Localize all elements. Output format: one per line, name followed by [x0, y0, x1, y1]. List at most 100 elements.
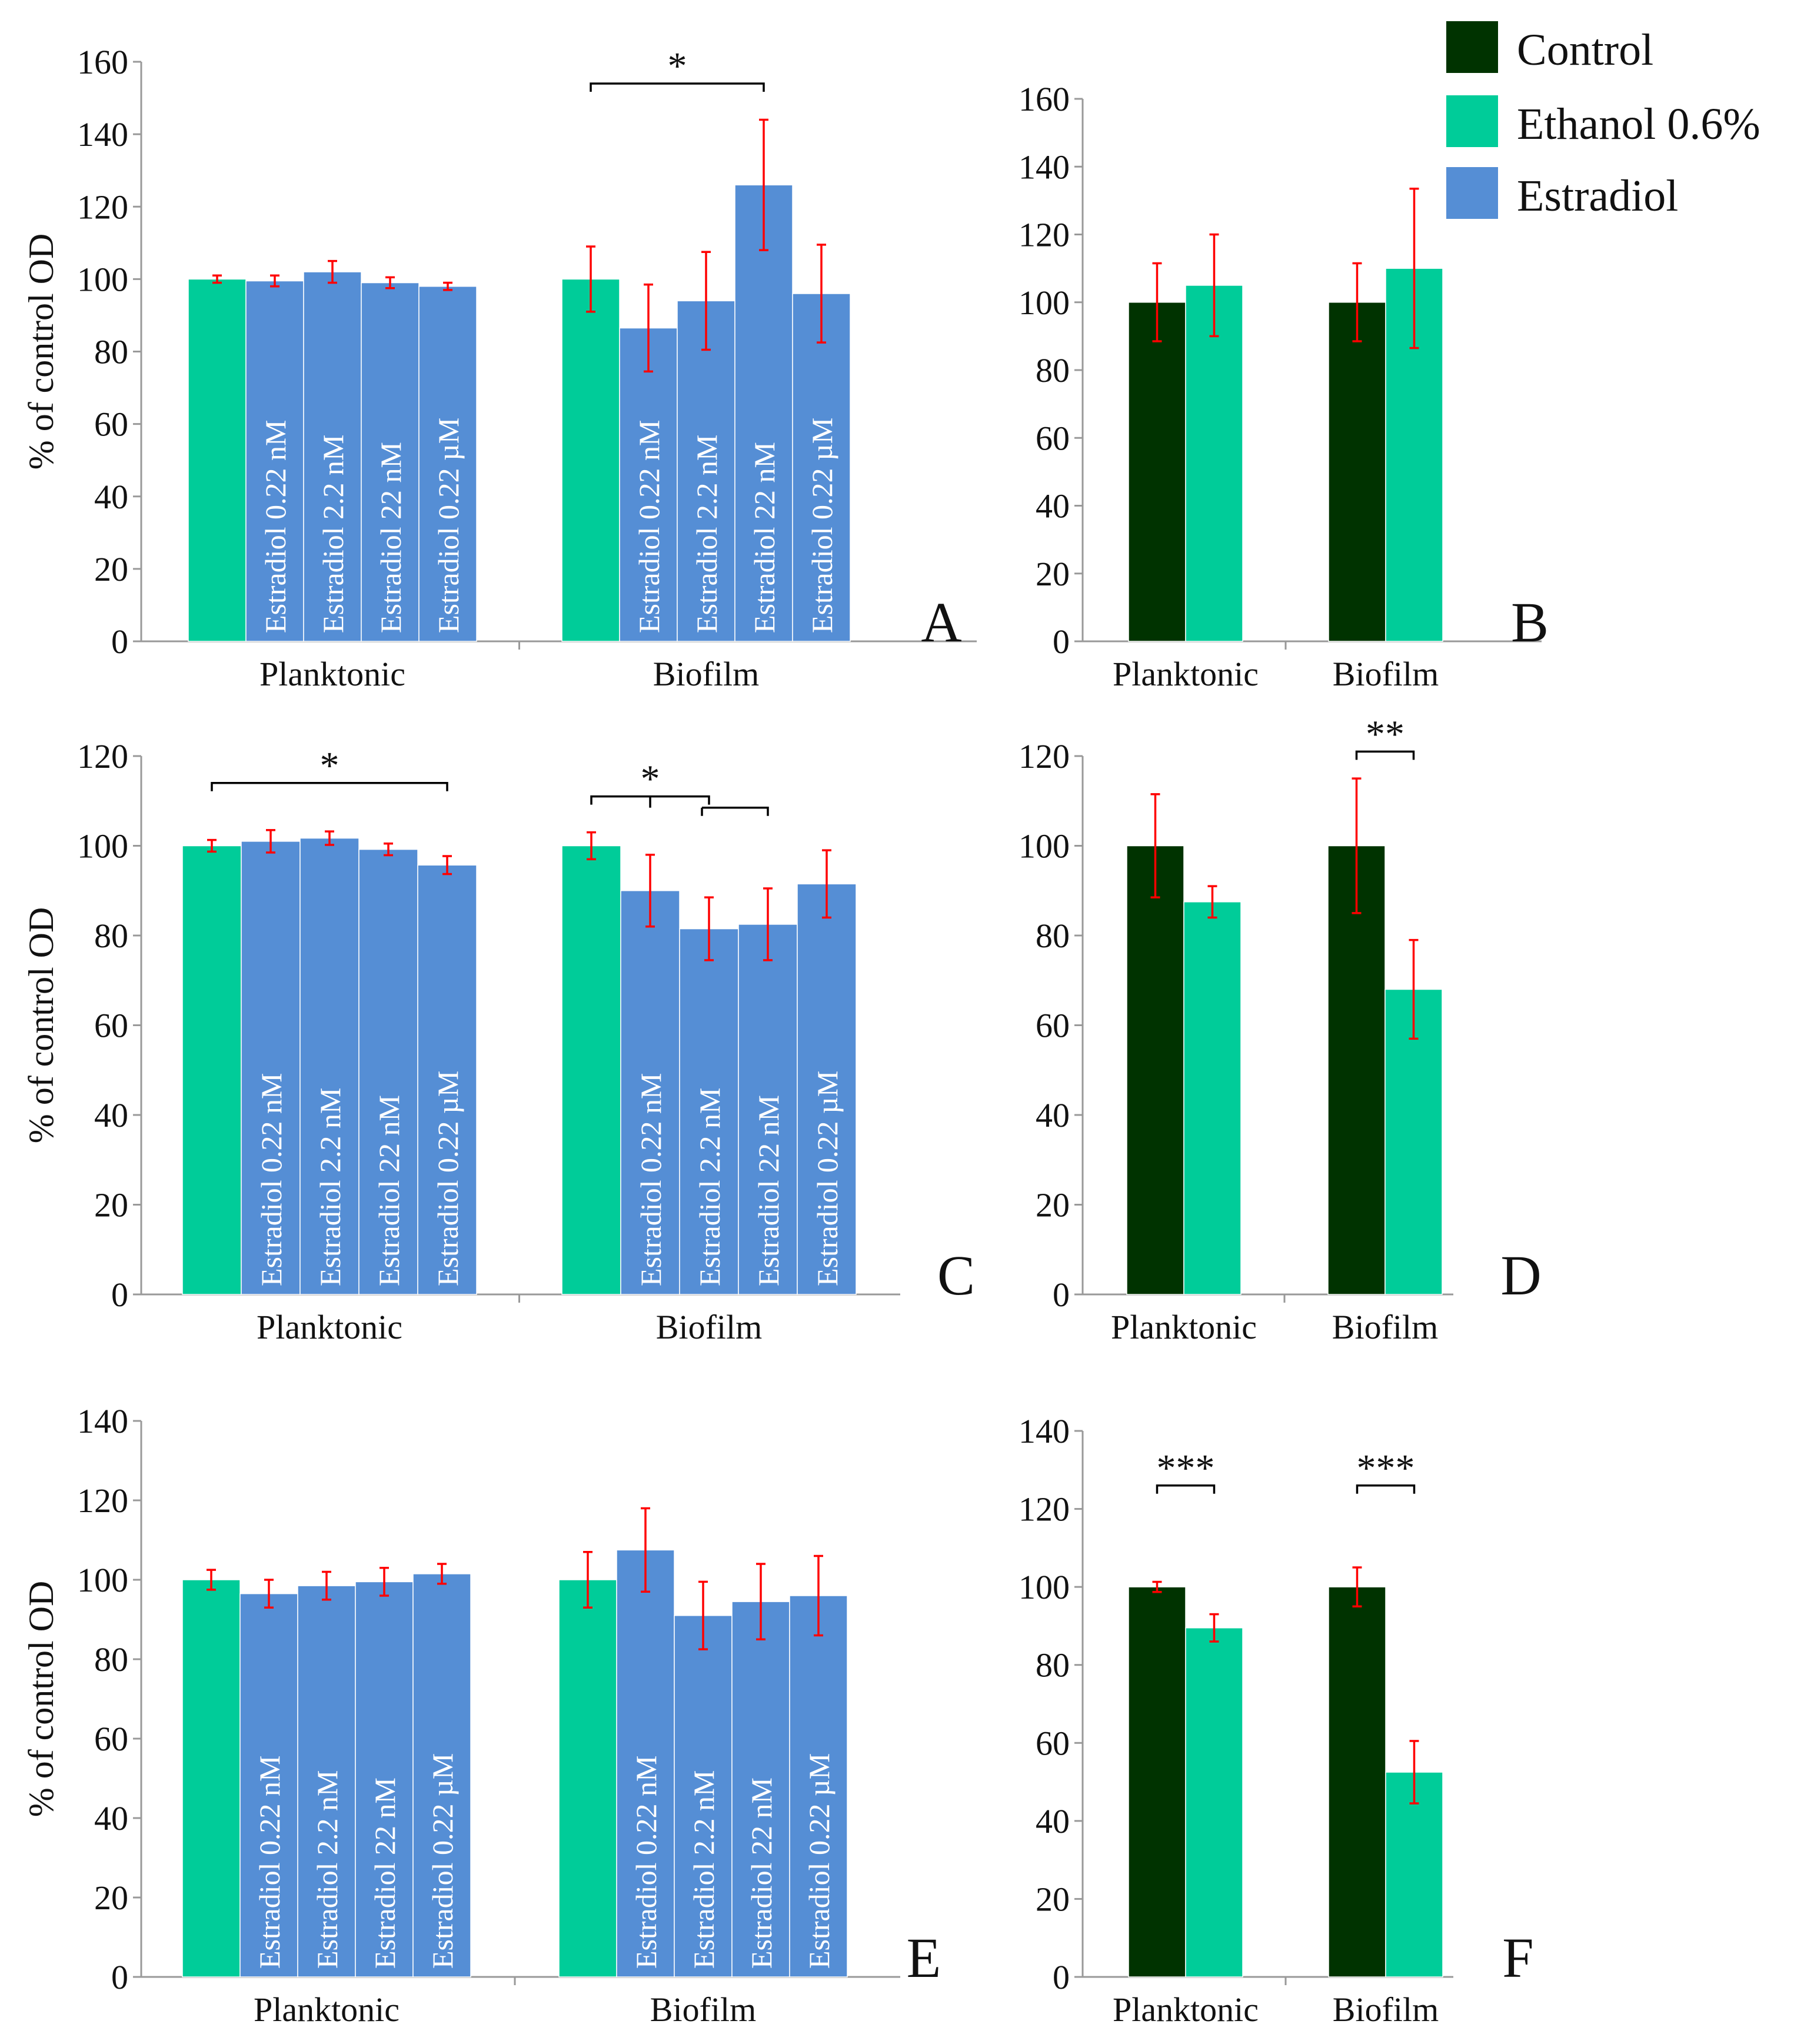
panel-a-bar-inner-label: Estradiol 0.22 µM — [432, 418, 465, 633]
panel-e-y-tick-label: 20 — [94, 1879, 128, 1917]
panel-a-bar — [418, 285, 477, 642]
panel-c-bar-inner-label: Estradiol 0.22 µM — [811, 1071, 844, 1286]
panel-c-y-tick-label: 80 — [94, 917, 128, 955]
panel-c-significance-label: * — [320, 744, 340, 787]
panel-c-y-tick-label: 120 — [77, 737, 128, 775]
legend-item-estradiol: Estradiol — [1446, 167, 1776, 221]
panel-b-bar — [1128, 302, 1186, 642]
panel-d-bar — [1126, 845, 1184, 1295]
panel-e-bar-inner-label: Estradiol 0.22 nM — [253, 1756, 286, 1969]
panel-b-y-tick-label: 160 — [1019, 80, 1070, 118]
panel-b-category-label: Biofilm — [1333, 655, 1439, 693]
panel-a-y-tick-label: 0 — [111, 622, 128, 661]
panel-a-bar — [188, 278, 247, 642]
panel-c-bar — [241, 841, 301, 1295]
panel-b-letter: B — [1511, 591, 1549, 654]
panel-c-significance-bracket-nested — [649, 796, 769, 816]
panel-a-category-label: Planktonic — [259, 655, 405, 693]
panel-f-y-tick-label: 140 — [1019, 1412, 1070, 1450]
panel-f-bar — [1185, 1627, 1243, 1978]
panel-f-category-label: Planktonic — [1113, 1990, 1259, 2029]
panel-b-bar — [1385, 268, 1443, 642]
legend-swatch-estradiol — [1446, 167, 1498, 219]
panel-f-significance-bracket — [1356, 1484, 1416, 1494]
panel-c-y-tick-label: 20 — [94, 1186, 128, 1224]
panel-e-bar — [616, 1549, 675, 1978]
panel-d-significance-label: ** — [1366, 713, 1404, 755]
panel-a-y-tick-label: 60 — [94, 405, 128, 444]
panel-d-y-tick-label: 60 — [1036, 1007, 1070, 1045]
panel-a-bar-inner-label: Estradiol 2.2 nM — [690, 435, 723, 633]
panel-a-y-tick-label: 140 — [77, 115, 128, 154]
panel-d-significance-bracket — [1355, 750, 1415, 760]
panel-e-bar — [674, 1615, 733, 1978]
panel-e-bar — [731, 1601, 790, 1978]
panel-c-bar-inner-label: Estradiol 22 nM — [752, 1095, 785, 1286]
panel-c-significance-bracket — [211, 782, 448, 791]
panel-a-y-tick-label: 40 — [94, 478, 128, 516]
panel-c-bar-inner-label: Estradiol 22 nM — [372, 1095, 405, 1286]
panel-f-y-tick-label: 100 — [1019, 1568, 1070, 1606]
panel-d-y-tick-label: 0 — [1053, 1276, 1070, 1314]
panel-e-y-axis-label: % of control OD — [22, 1581, 61, 1817]
legend-label-ethanol: Ethanol 0.6% — [1517, 99, 1760, 149]
panel-a-bar-inner-label: Estradiol 0.22 µM — [806, 418, 838, 633]
panel-a-bar — [734, 184, 793, 642]
panel-a-bar-inner-label: Estradiol 0.22 nM — [259, 420, 292, 633]
panel-d-category-label: Biofilm — [1332, 1308, 1438, 1346]
panel-f-bar — [1385, 1772, 1443, 1978]
panel-b-y-tick-label: 120 — [1019, 216, 1070, 254]
legend-item-control: Control — [1446, 21, 1776, 75]
panel-e-bar-inner-label: Estradiol 22 nM — [368, 1777, 401, 1969]
panel-e-bar-inner-label: Estradiol 2.2 nM — [687, 1770, 720, 1969]
panel-a-significance-bracket — [590, 82, 765, 92]
panel-f-bar — [1128, 1586, 1186, 1978]
panel-e-y-tick-label: 80 — [94, 1640, 128, 1679]
panel-e-y-tick-label: 60 — [94, 1720, 128, 1758]
panel-d-bar — [1384, 988, 1443, 1295]
panel-f-y-tick-label: 0 — [1053, 1958, 1070, 1996]
panel-f-y-tick-label: 40 — [1036, 1802, 1070, 1840]
panel-e-category-label: Planktonic — [254, 1990, 400, 2029]
panel-a-y-axis-label: % of control OD — [22, 234, 61, 470]
panel-b-bar — [1185, 285, 1243, 642]
panel-a-bar-inner-label: Estradiol 0.22 nM — [633, 420, 665, 633]
panel-e-y-tick-label: 140 — [77, 1402, 128, 1440]
panel-e-bar-inner-label: Estradiol 0.22 µM — [426, 1753, 459, 1969]
legend-label-estradiol: Estradiol — [1517, 171, 1679, 221]
panel-a-y-tick-label: 120 — [77, 188, 128, 226]
legend-swatch-ethanol — [1446, 95, 1498, 147]
panel-e-bar-inner-label: Estradiol 0.22 µM — [803, 1753, 836, 1969]
panel-b-y-tick-label: 140 — [1019, 148, 1070, 186]
panel-c-bar — [417, 864, 477, 1295]
panel-d-y-tick-label: 40 — [1036, 1096, 1070, 1134]
panel-b-y-tick-label: 40 — [1036, 487, 1070, 525]
panel-c-bar-inner-label: Estradiol 0.22 nM — [255, 1073, 288, 1286]
panel-c-y-tick-label: 60 — [94, 1007, 128, 1045]
panel-a-bar — [619, 327, 678, 642]
panel-e-bar-inner-label: Estradiol 22 nM — [745, 1777, 778, 1969]
panel-d-y-tick-label: 100 — [1019, 827, 1070, 865]
panel-a-bar — [677, 300, 735, 642]
panel-c-y-tick-label: 40 — [94, 1096, 128, 1134]
panel-e-bar — [412, 1573, 471, 1978]
panel-a-y-tick-label: 160 — [77, 43, 128, 81]
panel-c-bar — [738, 924, 798, 1295]
panel-a-category-label: Biofilm — [653, 655, 759, 693]
panel-e-y-tick-label: 0 — [111, 1958, 128, 1996]
panel-c-bar-inner-label: Estradiol 0.22 nM — [634, 1073, 667, 1286]
panel-c-bar — [620, 890, 680, 1295]
panel-e-bar-inner-label: Estradiol 0.22 nM — [630, 1756, 663, 1969]
panel-c-bar — [679, 928, 739, 1295]
legend-item-ethanol: Ethanol 0.6% — [1446, 95, 1776, 149]
panel-a-bar — [361, 282, 420, 642]
legend-swatch-control — [1446, 21, 1498, 73]
panel-e-bar — [239, 1593, 298, 1978]
panel-a-y-tick-label: 100 — [77, 260, 128, 298]
panel-f-significance-label: *** — [1357, 1447, 1415, 1490]
panel-a-bar — [792, 293, 851, 642]
panel-c-bar — [561, 845, 621, 1295]
panel-c-bar — [299, 837, 360, 1295]
